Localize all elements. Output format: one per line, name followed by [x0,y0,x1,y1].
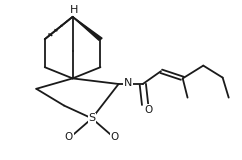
Polygon shape [73,17,102,40]
Text: O: O [65,132,73,142]
Text: H: H [70,5,78,15]
Text: N: N [124,78,132,88]
Text: O: O [145,105,153,115]
Text: S: S [88,113,96,123]
Text: O: O [111,132,119,142]
